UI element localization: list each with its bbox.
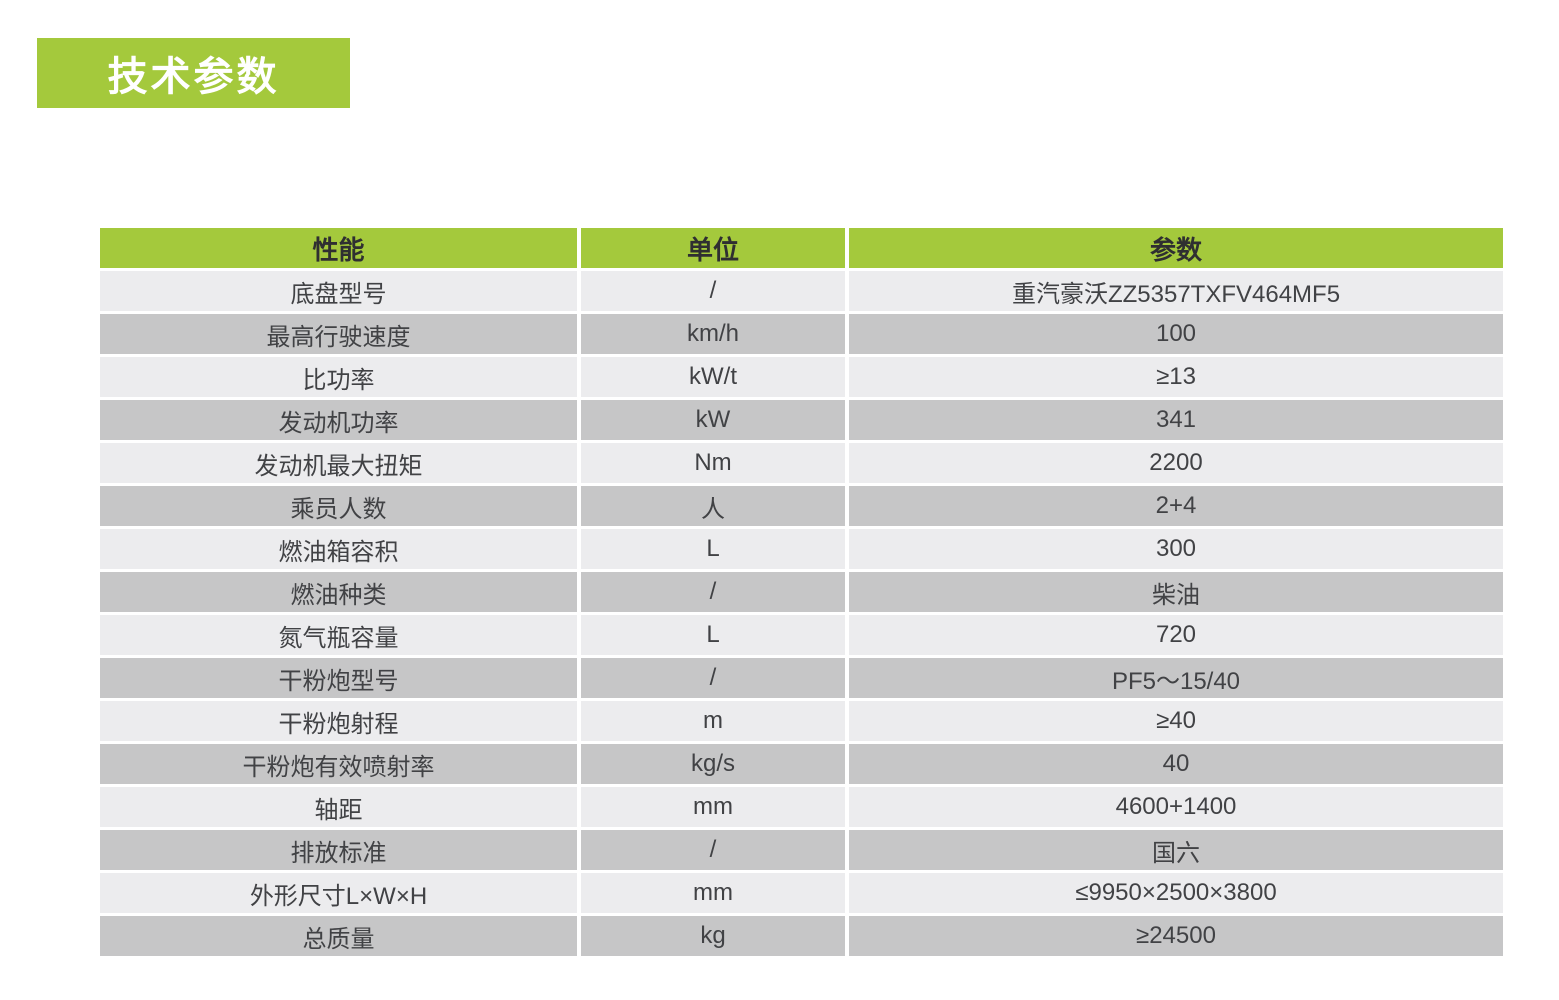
spec-value-cell: ≤9950×2500×3800 (849, 873, 1503, 913)
spec-name-cell: 发动机最大扭矩 (100, 443, 577, 483)
spec-name-cell: 外形尺寸L×W×H (100, 873, 577, 913)
spec-unit-cell: / (581, 572, 845, 612)
spec-unit-cell: kg (581, 916, 845, 956)
spec-value-cell: 2+4 (849, 486, 1503, 526)
spec-name-cell: 氮气瓶容量 (100, 615, 577, 655)
spec-value-cell: ≥13 (849, 357, 1503, 397)
spec-name-cell: 乘员人数 (100, 486, 577, 526)
column-header-unit: 单位 (581, 228, 845, 268)
spec-name-cell: 底盘型号 (100, 271, 577, 311)
spec-name-cell: 干粉炮有效喷射率 (100, 744, 577, 784)
section-title-badge: 技术参数 (37, 38, 350, 108)
spec-value-cell: 国六 (849, 830, 1503, 870)
spec-unit-cell: 人 (581, 486, 845, 526)
spec-name-cell: 燃油种类 (100, 572, 577, 612)
spec-name-cell: 干粉炮射程 (100, 701, 577, 741)
spec-unit-cell: mm (581, 787, 845, 827)
spec-name-cell: 干粉炮型号 (100, 658, 577, 698)
spec-value-cell: 4600+1400 (849, 787, 1503, 827)
spec-value-cell: 341 (849, 400, 1503, 440)
spec-name-cell: 排放标准 (100, 830, 577, 870)
spec-name-cell: 发动机功率 (100, 400, 577, 440)
spec-value-cell: ≥40 (849, 701, 1503, 741)
spec-unit-cell: L (581, 529, 845, 569)
spec-value-cell: 720 (849, 615, 1503, 655)
spec-value-cell: 2200 (849, 443, 1503, 483)
column-header-performance: 性能 (100, 228, 577, 268)
spec-value-cell: 300 (849, 529, 1503, 569)
spec-name-cell: 总质量 (100, 916, 577, 956)
spec-value-cell: 40 (849, 744, 1503, 784)
spec-unit-cell: / (581, 271, 845, 311)
spec-value-cell: PF5～15/40 (849, 658, 1503, 698)
spec-name-cell: 比功率 (100, 357, 577, 397)
spec-unit-cell: kW/t (581, 357, 845, 397)
spec-value-cell: 100 (849, 314, 1503, 354)
section-title: 技术参数 (107, 55, 280, 99)
spec-unit-cell: mm (581, 873, 845, 913)
spec-unit-cell: kg/s (581, 744, 845, 784)
spec-unit-cell: km/h (581, 314, 845, 354)
spec-value-cell: 重汽豪沃ZZ5357TXFV464MF5 (849, 271, 1503, 311)
spec-unit-cell: Nm (581, 443, 845, 483)
spec-value-cell: 柴油 (849, 572, 1503, 612)
spec-unit-cell: L (581, 615, 845, 655)
spec-unit-cell: / (581, 658, 845, 698)
spec-table: 性能 单位 参数 底盘型号 / 重汽豪沃ZZ5357TXFV464MF5 最高行驶速度… (100, 228, 1503, 956)
spec-unit-cell: m (581, 701, 845, 741)
spec-name-cell: 轴距 (100, 787, 577, 827)
column-header-parameter: 参数 (849, 228, 1503, 268)
spec-unit-cell: / (581, 830, 845, 870)
spec-unit-cell: kW (581, 400, 845, 440)
spec-name-cell: 燃油箱容积 (100, 529, 577, 569)
spec-name-cell: 最高行驶速度 (100, 314, 577, 354)
spec-value-cell: ≥24500 (849, 916, 1503, 956)
